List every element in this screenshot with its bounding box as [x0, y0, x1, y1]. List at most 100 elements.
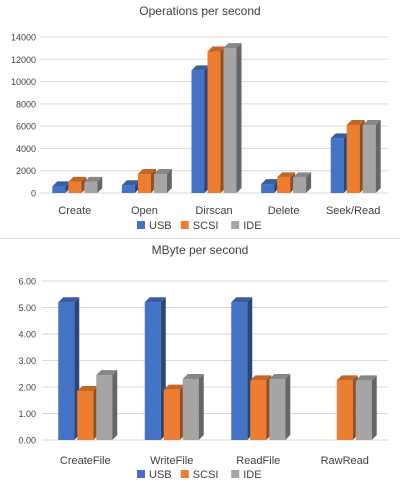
legend-label-scsi: SCSI	[193, 469, 219, 481]
legend-label-usb: USB	[149, 220, 172, 232]
bar-side	[306, 172, 312, 193]
legend-label-usb: USB	[149, 469, 172, 481]
bar-side	[112, 370, 118, 440]
y-tick-label: 1.00	[18, 409, 36, 419]
bar-ide-create	[84, 176, 103, 193]
bar-front	[277, 177, 291, 193]
legend-swatch-usb	[137, 470, 145, 478]
bar-usb-delete	[261, 179, 280, 193]
bar-front	[223, 48, 237, 194]
bar-front	[362, 125, 376, 193]
bar-usb-readfile	[231, 297, 253, 440]
x-category-label: Create	[58, 205, 91, 217]
bar-top	[163, 384, 185, 390]
bar-usb-dirscan	[191, 65, 210, 193]
x-category-label: Seek/Read	[326, 205, 380, 217]
y-tick-label: 5.00	[18, 303, 36, 313]
bar-front	[269, 379, 286, 440]
bar-top	[96, 370, 118, 376]
bar-top	[52, 181, 71, 187]
x-category-label: CreateFile	[60, 455, 111, 467]
bar-top	[355, 375, 377, 381]
bar-top	[250, 375, 272, 381]
bar-usb-writefile	[144, 297, 166, 440]
bar-usb-open	[121, 180, 140, 193]
bar-scsi-rawread	[336, 375, 358, 440]
bar-scsi-seek-read	[346, 120, 365, 193]
bar-side	[285, 374, 291, 440]
bar-top	[191, 65, 210, 71]
y-tick-label: 0	[31, 189, 36, 199]
bar-front	[163, 389, 180, 440]
bar-side	[375, 120, 381, 193]
legend-swatch-scsi	[180, 221, 189, 229]
y-tick-label: 6.00	[18, 277, 36, 287]
y-tick-label: 3.00	[18, 356, 36, 366]
bar-front	[250, 380, 267, 440]
operations-chart: Operations per second 0 2000 4000 6000 8000 10…	[0, 0, 400, 240]
bar-top	[58, 297, 80, 303]
bar-ide-createfile	[96, 370, 118, 440]
bar-top	[121, 180, 140, 186]
bar-top	[231, 297, 253, 303]
bar-ide-delete	[293, 172, 312, 193]
y-tick-label: 2.00	[18, 383, 36, 393]
x-category-label: Delete	[268, 205, 300, 217]
bar-top	[293, 172, 312, 178]
bar-front	[52, 186, 66, 193]
legend-swatch-usb	[137, 221, 145, 229]
bar-scsi-create	[68, 176, 87, 193]
y-tick-label: 0.00	[18, 436, 36, 446]
bar-top	[77, 385, 99, 391]
bar-front	[355, 380, 372, 440]
bar-front	[207, 51, 221, 193]
legend-swatch-ide	[231, 221, 240, 229]
y-tick-label: 6000	[16, 122, 36, 132]
legend: USB SCSI IDE	[137, 220, 262, 232]
bar-usb-create	[52, 181, 71, 193]
bar-top	[182, 374, 204, 380]
bar-front	[77, 390, 94, 440]
bar-side	[97, 176, 103, 193]
bar-front	[137, 174, 151, 193]
bar-top	[68, 176, 87, 182]
chart-svg: Operations per second 0 2000 4000 6000 8000 10…	[11, 4, 388, 232]
bar-scsi-readfile	[250, 375, 272, 440]
bar-front	[330, 138, 344, 193]
bar-front	[231, 302, 248, 440]
chart-title: MByte per second	[152, 243, 249, 257]
y-tick-label: 8000	[16, 99, 36, 109]
legend-label-ide: IDE	[243, 220, 261, 232]
x-category-label: WriteFile	[150, 455, 193, 467]
bar-front	[336, 380, 353, 440]
x-category-label: RawRead	[321, 455, 369, 467]
bar-scsi-createfile	[77, 385, 99, 440]
bar-ide-dirscan	[223, 43, 242, 194]
bar-ide-rawread	[355, 375, 377, 440]
y-tick-label: 4.00	[18, 330, 36, 340]
bar-top	[144, 297, 166, 303]
legend-label-ide: IDE	[243, 469, 261, 481]
bar-scsi-writefile	[163, 384, 185, 440]
y-tick-label: 10000	[11, 77, 36, 87]
bar-front	[121, 185, 135, 193]
bar-front	[84, 181, 98, 193]
y-tick-label: 2000	[16, 166, 36, 176]
x-category-label: Dirscan	[195, 205, 232, 217]
bar-top	[269, 374, 291, 380]
y-tick-label: 4000	[16, 144, 36, 154]
bar-front	[346, 125, 360, 193]
mbyte-chart: MByte per second 0.00 1.00 2.00 3.00 4.00 5.00…	[0, 240, 400, 487]
x-category-label: Open	[131, 205, 158, 217]
bar-side	[236, 43, 242, 194]
bar-top	[362, 120, 381, 126]
bar-front	[153, 174, 167, 193]
bar-top	[137, 169, 156, 175]
bar-side	[198, 374, 204, 440]
bar-top	[336, 375, 358, 381]
legend-label-scsi: SCSI	[193, 220, 219, 232]
y-tick-label: 12000	[11, 55, 36, 65]
bar-top	[223, 43, 242, 49]
chart-svg: MByte per second 0.00 1.00 2.00 3.00 4.00 5.00…	[18, 243, 388, 481]
chart-divider	[0, 238, 400, 239]
